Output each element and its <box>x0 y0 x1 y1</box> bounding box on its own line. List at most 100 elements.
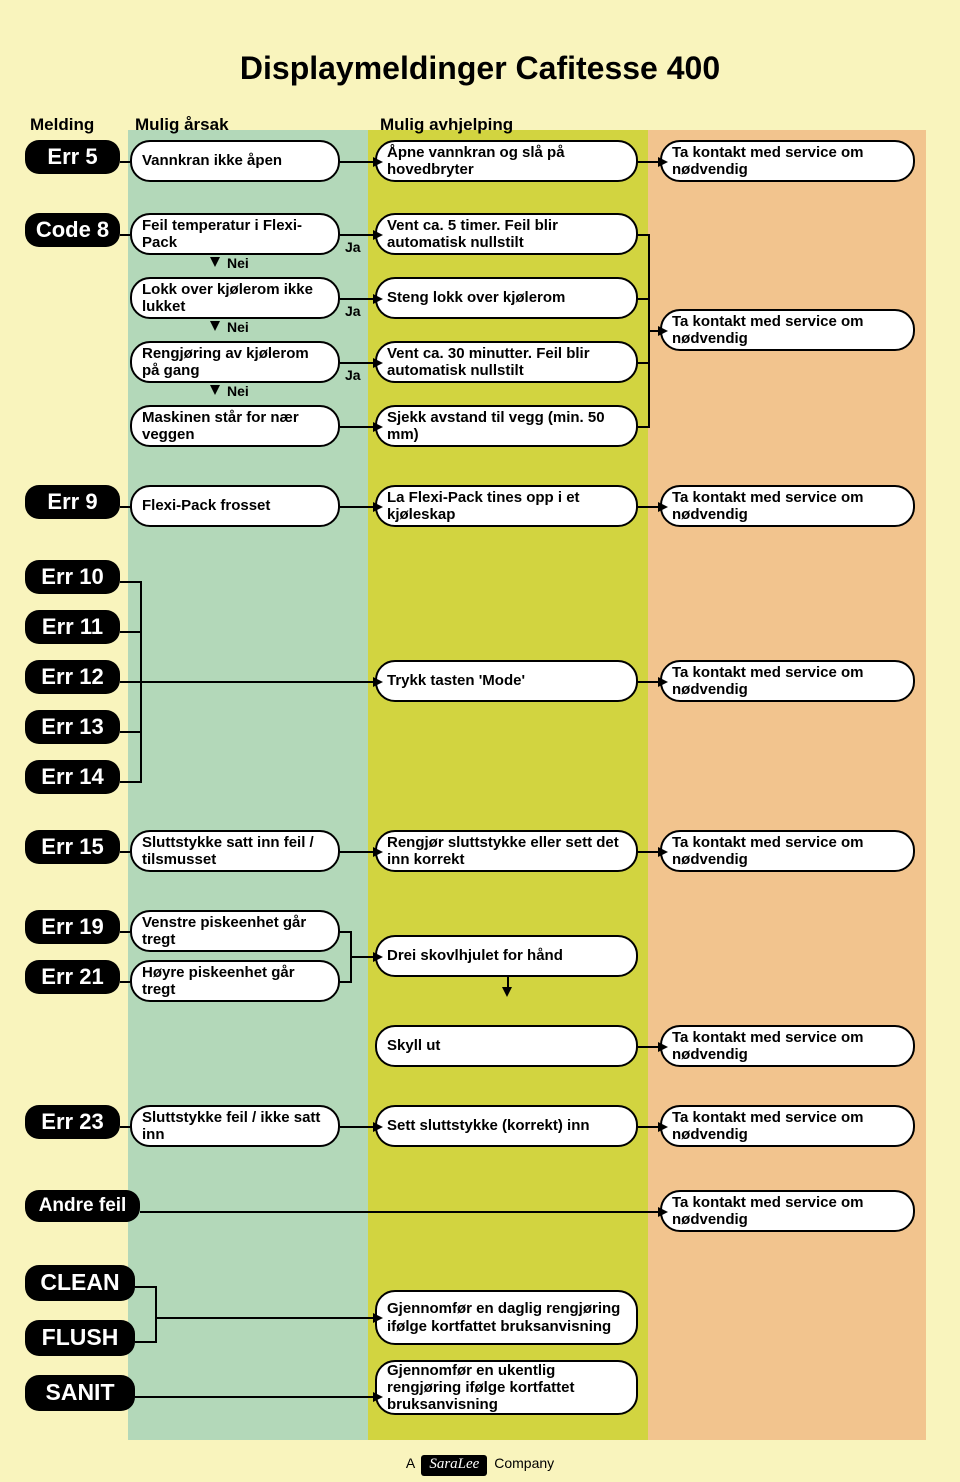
code-err11: Err 11 <box>25 610 120 644</box>
cause-err15: Sluttstykke satt inn feil / tilsmusset <box>130 830 340 872</box>
fix-err19a: Drei skovlhjulet for hånd <box>375 935 638 977</box>
code8-code-ln <box>120 234 130 236</box>
err15-code-ln <box>120 851 130 853</box>
err10-14-to-fix-head <box>373 677 383 687</box>
code-err12: Err 12 <box>25 660 120 694</box>
service-err5: Ta kontakt med service om nødvendig <box>660 140 915 182</box>
service-err15: Ta kontakt med service om nødvendig <box>660 830 915 872</box>
code-sanit: SANIT <box>25 1375 135 1411</box>
code-err21: Err 21 <box>25 960 120 994</box>
code-flush: FLUSH <box>25 1320 135 1356</box>
cause-err5: Vannkran ikke åpen <box>130 140 340 182</box>
code-err9: Err 9 <box>25 485 120 519</box>
footer-company: Company <box>494 1455 554 1471</box>
andre-to-svc-head <box>658 1207 668 1217</box>
fix-err15: Rengjør sluttstykke eller sett det inn k… <box>375 830 638 872</box>
column-fix-bg <box>368 130 648 1440</box>
service-err19: Ta kontakt med service om nødvendig <box>660 1025 915 1067</box>
br-err13 <box>120 731 142 733</box>
err15-to-svc-line <box>638 851 660 853</box>
err9-to-svc-line <box>638 506 660 508</box>
code8-br-a <box>638 234 650 236</box>
code8-down-c <box>210 385 220 395</box>
err15-to-fix-head <box>373 847 383 857</box>
err9-to-svc-head <box>658 502 668 512</box>
err5-to-fix-line <box>340 161 375 163</box>
cause-code8_a: Feil temperatur i Flexi-Pack <box>130 213 340 255</box>
service-code8: Ta kontakt med service om nødvendig <box>660 309 915 351</box>
err23-to-fix-line <box>340 1126 375 1128</box>
service-err23: Ta kontakt med service om nødvendig <box>660 1105 915 1147</box>
footer-a: A <box>406 1455 415 1471</box>
code8b-to-fix-line <box>340 298 375 300</box>
andre-to-svc-line <box>140 1211 660 1213</box>
code8-br-d <box>638 426 650 428</box>
err5-code-ln <box>120 161 130 163</box>
footer: A SaraLee Company <box>0 1455 960 1476</box>
cause-code8_b: Lokk over kjølerom ikke lukket <box>130 277 340 319</box>
err5-to-svc-head <box>658 157 668 167</box>
err21-code-ln <box>120 981 130 983</box>
flowchart-page: Displaymeldinger Cafitesse 400 Melding M… <box>0 0 960 1482</box>
code8c-to-fix-head <box>373 358 383 368</box>
code-err15: Err 15 <box>25 830 120 864</box>
cause-err23: Sluttstykke feil / ikke satt inn <box>130 1105 340 1147</box>
service-err12: Ta kontakt med service om nødvendig <box>660 660 915 702</box>
br-err14 <box>120 781 142 783</box>
fix-err19b: Skyll ut <box>375 1025 638 1067</box>
code8a-to-fix-head <box>373 230 383 240</box>
code-err23: Err 23 <box>25 1105 120 1139</box>
err19-to-fix1-line <box>350 956 375 958</box>
service-err9: Ta kontakt med service om nødvendig <box>660 485 915 527</box>
code8-down-b <box>210 321 220 331</box>
err15-to-fix-line <box>340 851 375 853</box>
err5-to-svc-line <box>638 161 660 163</box>
code8-br-b <box>638 298 650 300</box>
header-avhjelping: Mulig avhjelping <box>380 115 513 135</box>
cause-err19: Venstre piskeenhet går tregt <box>130 910 340 952</box>
code-err5: Err 5 <box>25 140 120 174</box>
header-aarsak: Mulig årsak <box>135 115 229 135</box>
code8d-to-fix-line <box>340 426 375 428</box>
err10-14-to-fix-line <box>140 681 375 683</box>
err19-fix1-to-fix2 <box>502 987 512 997</box>
cause-err9: Flexi-Pack frosset <box>130 485 340 527</box>
br-err11 <box>120 631 142 633</box>
code-err19: Err 19 <box>25 910 120 944</box>
cause-code8_d: Maskinen står for nær veggen <box>130 405 340 447</box>
flush-stub <box>135 1341 157 1343</box>
fix-err23: Sett sluttstykke (korrekt) inn <box>375 1105 638 1147</box>
err19-stub <box>340 931 352 933</box>
cause-code8_c: Rengjøring av kjølerom på gang <box>130 341 340 383</box>
code8c-to-fix-line <box>340 362 375 364</box>
fix-code8_d: Sjekk avstand til vegg (min. 50 mm) <box>375 405 638 447</box>
cleanflush-to-fix-head <box>373 1313 383 1323</box>
code8b-to-fix-head <box>373 294 383 304</box>
br-err10 <box>120 581 142 583</box>
cleanflush-to-fix-line <box>155 1317 375 1319</box>
label-nei: Nei <box>227 383 249 399</box>
brand-logo: SaraLee <box>421 1455 487 1476</box>
label-ja: Ja <box>345 239 361 255</box>
code-code8: Code 8 <box>25 213 120 247</box>
cleanflush-bracket <box>155 1286 157 1341</box>
err23-to-svc-line <box>638 1126 660 1128</box>
code-err14: Err 14 <box>25 760 120 794</box>
page-title: Displaymeldinger Cafitesse 400 <box>0 50 960 87</box>
sanit-to-fix-head <box>373 1392 383 1402</box>
err12-to-svc-head <box>658 677 668 687</box>
err19-code-ln <box>120 931 130 933</box>
err19-to-svc-line <box>638 1046 660 1048</box>
service-andre: Ta kontakt med service om nødvendig <box>660 1190 915 1232</box>
fix-err9: La Flexi-Pack tines opp i et kjøleskap <box>375 485 638 527</box>
err12-to-svc-line <box>638 681 660 683</box>
err23-to-svc-head <box>658 1122 668 1132</box>
header-melding: Melding <box>30 115 94 135</box>
fix-code8_b: Steng lokk over kjølerom <box>375 277 638 319</box>
err19-fix1-to-fix2-line <box>507 977 509 987</box>
code-andre: Andre feil <box>25 1190 140 1222</box>
code8-down-a <box>210 257 220 267</box>
code-err13: Err 13 <box>25 710 120 744</box>
fix-err12: Trykk tasten 'Mode' <box>375 660 638 702</box>
label-ja: Ja <box>345 367 361 383</box>
